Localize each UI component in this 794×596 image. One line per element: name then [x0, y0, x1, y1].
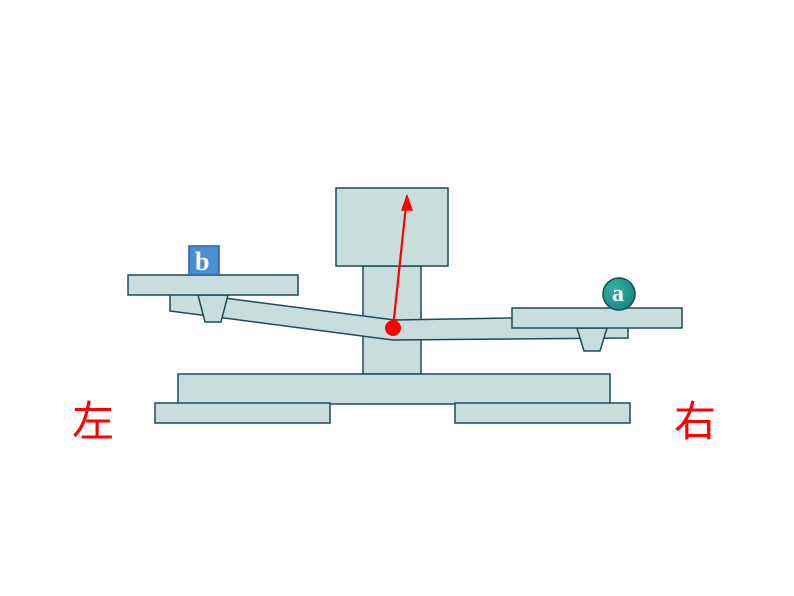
label-left: 左 [72, 388, 114, 449]
pan-left [128, 275, 298, 295]
label-a: a [612, 281, 624, 307]
dial-box [336, 188, 448, 266]
pan-right [512, 308, 682, 328]
base-foot-left [155, 403, 330, 423]
pivot-dot [385, 320, 401, 336]
label-right: 右 [674, 388, 716, 449]
pan-support-right [577, 328, 607, 351]
label-b: b [195, 247, 209, 276]
balance-diagram: ba [0, 0, 794, 596]
base-wide [178, 374, 610, 404]
base-foot-right [455, 403, 630, 423]
